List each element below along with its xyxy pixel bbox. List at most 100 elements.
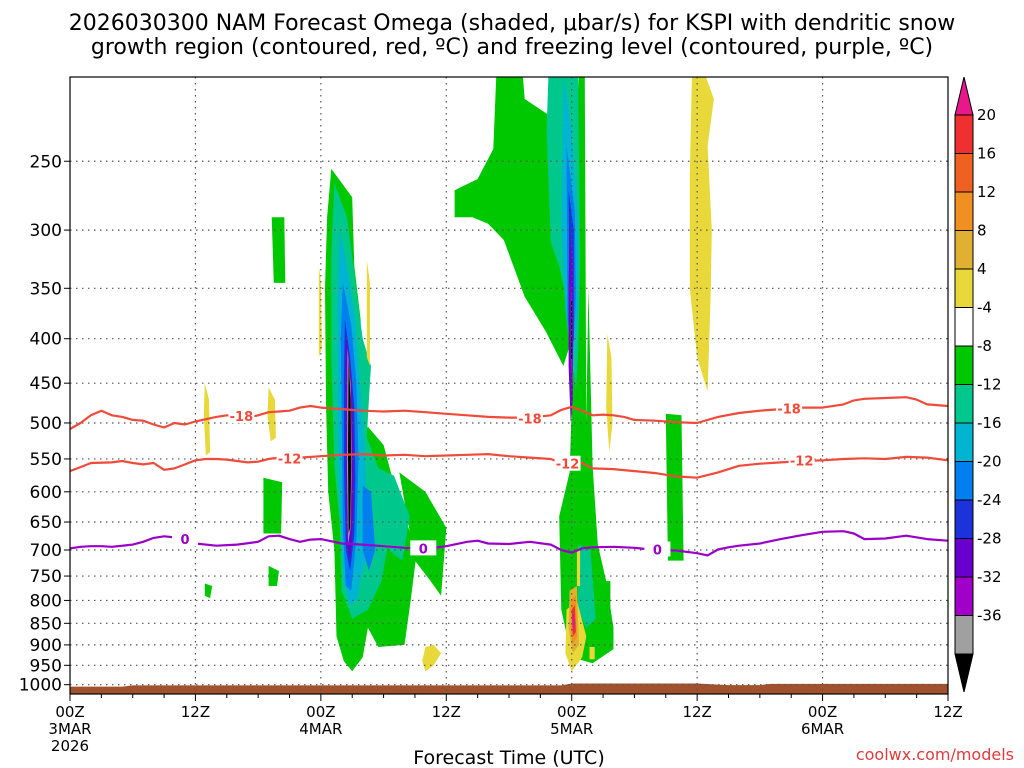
colorbar-label--8: -8 <box>977 337 992 355</box>
omega-region-le-m8-12 <box>578 544 596 628</box>
y-tick-label-750: 750 <box>30 567 62 587</box>
contour-label--12-0: -12 <box>278 452 302 467</box>
contour-label-bg--18-2 <box>776 400 803 416</box>
colorbar-bottom-arrow <box>954 653 974 693</box>
y-tick-label-850: 850 <box>30 614 62 634</box>
y-tick-label-1000: 1000 <box>19 676 62 696</box>
contour-line--12-1 <box>70 453 948 479</box>
y-tick-label-900: 900 <box>30 636 62 656</box>
omega-region-ge-4-29 <box>267 387 276 442</box>
colorbar-label--28: -28 <box>977 530 1002 548</box>
temperature-contours: -18 -18 -18 -12 -12 -12 0 0 0 <box>70 396 948 558</box>
colorbar-box-3 <box>954 230 974 270</box>
y-tick-label-250: 250 <box>30 152 62 172</box>
omega-region-ge-4-36 <box>576 550 581 586</box>
contour-label-bg-0-2 <box>644 541 671 557</box>
contour-label--18-2: -18 <box>777 402 801 417</box>
y-tick-label-650: 650 <box>30 513 62 533</box>
omega-region-le-m4-8 <box>604 581 611 628</box>
colorbar-box-4 <box>954 268 974 308</box>
x-tick-label-84-0: 12Z <box>933 703 962 721</box>
y-tick-label-500: 500 <box>30 414 62 434</box>
y-tick-label-600: 600 <box>30 483 62 503</box>
contour-label-0-0: 0 <box>180 533 189 548</box>
colorbar-label--24: -24 <box>977 491 1002 509</box>
x-tick-label-36-0: 12Z <box>432 703 461 721</box>
x-tick-label-48-1: 5MAR <box>550 720 593 738</box>
colorbar-box-10 <box>954 499 974 539</box>
contour-label--12-2: -12 <box>790 454 814 469</box>
colorbar-label--20: -20 <box>977 453 1002 471</box>
contour-label-bg--18-0 <box>228 408 255 424</box>
y-tick-label-450: 450 <box>30 374 62 394</box>
colorbar-box-12 <box>954 576 974 616</box>
omega-region-le-m36-25 <box>348 357 352 534</box>
contour-label--12-1: -12 <box>556 458 580 473</box>
colorbar-box-11 <box>954 538 974 578</box>
contour-label-bg--18-1 <box>516 410 543 426</box>
colorbar-box-13 <box>954 615 974 655</box>
x-axis-title: Forecast Time (UTC) <box>413 747 604 768</box>
contour-label--18-0: -18 <box>230 410 254 425</box>
y-tick-label-700: 700 <box>30 541 62 561</box>
colorbar-label--16: -16 <box>977 414 1002 432</box>
x-tick-label-0-2: 2026 <box>51 737 89 755</box>
contour-label-bg--12-0 <box>276 450 303 466</box>
colorbar-box-7 <box>954 384 974 424</box>
omega-shading <box>203 77 714 672</box>
y-tick-label-350: 350 <box>30 279 62 299</box>
colorbar-label--32: -32 <box>977 568 1002 586</box>
colorbar-box-2 <box>954 191 974 231</box>
colorbar-label-8: 8 <box>977 222 987 240</box>
x-tick-label-60-0: 12Z <box>682 703 711 721</box>
colorbar-label--4: -4 <box>977 299 992 317</box>
colorbar-box-8 <box>954 422 974 462</box>
colorbar-box-0 <box>954 114 974 154</box>
colorbar-box-9 <box>954 461 974 501</box>
colorbar-box-1 <box>954 153 974 193</box>
y-tick-label-400: 400 <box>30 330 62 350</box>
omega-region-le-m4-5 <box>271 217 286 283</box>
omega-region-ge-4-35 <box>589 647 595 660</box>
omega-region-ge-20-40 <box>572 614 575 633</box>
omega-region-le-m16-17 <box>362 485 376 571</box>
y-tick-label-800: 800 <box>30 591 62 611</box>
contour-label-0-1: 0 <box>419 542 428 557</box>
grid-lines <box>70 77 948 694</box>
omega-region-le-m4-7 <box>204 583 213 599</box>
y-axis: 250 300 350 400 450 500 550 600 650 700 750 800 8509… <box>19 152 70 696</box>
colorbar-box-6 <box>954 345 974 385</box>
colorbar-label-16: 16 <box>977 145 996 163</box>
contour-label-0-2: 0 <box>653 543 662 558</box>
x-tick-label-12-0: 12Z <box>181 703 210 721</box>
x-tick-label-24-1: 4MAR <box>299 720 342 738</box>
omega-region-ge-4-27 <box>689 77 714 392</box>
colorbar-label--36: -36 <box>977 607 1002 625</box>
terrain-ground <box>70 683 948 694</box>
omega-region-le-m4-6 <box>268 565 279 586</box>
omega-region-ge-4-31 <box>366 260 370 366</box>
chart-title-line-2: growth region (contoured, red, ºC) and f… <box>91 35 933 60</box>
colorbar-label-20: 20 <box>977 106 996 124</box>
x-tick-label-0-1: 3MAR <box>48 720 91 738</box>
omega-region-le-m24-21 <box>568 230 573 423</box>
omega-region-ge-4-33 <box>422 644 442 672</box>
colorbar-label-12: 12 <box>977 183 996 201</box>
omega-region-le-m8-10 <box>373 465 410 561</box>
x-tick-label-72-1: 6MAR <box>801 720 844 738</box>
y-tick-label-550: 550 <box>30 450 62 470</box>
terrain-layer <box>70 683 948 694</box>
contour-label--18-1: -18 <box>518 412 542 427</box>
credit-text: coolwx.com/models <box>856 745 1014 764</box>
x-tick-label-0-0: 00Z <box>55 703 84 721</box>
y-tick-label-300: 300 <box>30 221 62 241</box>
colorbar-top-arrow <box>954 76 974 116</box>
contour-label-bg--12-2 <box>788 452 815 468</box>
contour-label-bg--12-1 <box>554 455 581 471</box>
x-tick-label-48-0: 00Z <box>557 703 586 721</box>
omega-region-le-m4-1 <box>399 472 447 596</box>
colorbar-box-5 <box>954 307 974 347</box>
omega-colorbar: 20 16 12 8 4 -4 -8 -12 -16 -20 -24 -28 -32 -36 <box>954 76 1002 693</box>
